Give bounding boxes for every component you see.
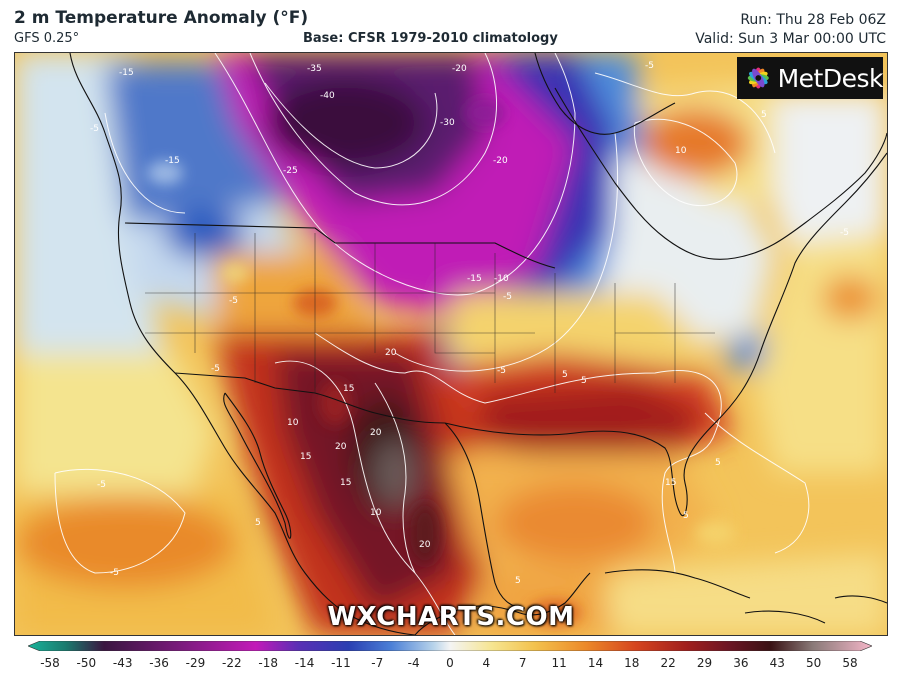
colorbar-tick-label: -36 — [149, 656, 169, 670]
contour-label: -5 — [503, 292, 512, 302]
contour-label: 5 — [761, 110, 767, 120]
contour-label: -5 — [110, 568, 119, 578]
contour-label: 20 — [419, 540, 431, 550]
colorbar-tick-label: -14 — [294, 656, 315, 670]
colorbar-tick-label: 43 — [769, 656, 785, 670]
logo-text: MetDesk — [777, 63, 884, 93]
contour-label: -35 — [307, 64, 322, 74]
model-name: GFS 0.25° — [14, 31, 80, 46]
colorbar-tick-label: 22 — [660, 656, 676, 670]
contour-label: 5 — [255, 518, 261, 528]
valid-time: Valid: Sun 3 Mar 00:00 UTC — [695, 31, 886, 47]
colorbar-tick-label: -7 — [371, 656, 384, 670]
contour-label: -15 — [165, 156, 180, 166]
colorbar-tick-label: -18 — [258, 656, 278, 670]
colorbar-tick-label: 14 — [587, 656, 604, 670]
map-canvas: -15 -40 -35 -20 -5 -15 -25 -30 -20 -15 -… — [15, 53, 887, 635]
logo-flower-icon — [747, 67, 769, 89]
contour-label: 20 — [370, 428, 382, 438]
contour-label: -5 — [840, 228, 849, 238]
colorbar-tick-label: 29 — [696, 656, 713, 670]
contour-label: -40 — [320, 91, 335, 101]
chart-title: 2 m Temperature Anomaly (°F) — [14, 8, 309, 28]
contour-label: -5 — [229, 296, 238, 306]
contour-label: 10 — [675, 146, 687, 156]
metdesk-logo: MetDesk — [737, 57, 884, 99]
contour-label: 10 — [370, 508, 382, 518]
contour-label: 15 — [340, 478, 351, 488]
colorbar-tick-label: -11 — [331, 656, 351, 670]
contour-label: -5 — [90, 124, 99, 134]
contour-label: 5 — [581, 376, 587, 386]
state-borders — [145, 233, 715, 393]
anomaly-detail — [147, 99, 735, 625]
contour-label: 5 — [715, 458, 721, 468]
contour-lines — [54, 53, 810, 635]
colorbar-tick-label: 50 — [805, 656, 822, 670]
colorbar-tick-label: 36 — [733, 656, 749, 670]
contour-label: -5 — [211, 364, 220, 374]
contour-labels: -15 -40 -35 -20 -5 -15 -25 -30 -20 -15 -… — [90, 61, 849, 586]
contour-label: -5 — [645, 61, 654, 71]
contour-label: 10 — [287, 418, 299, 428]
contour-label: -20 — [493, 156, 508, 166]
colorbar-tick-label: 0 — [446, 656, 454, 670]
contour-label: 20 — [335, 442, 347, 452]
contour-label: 20 — [385, 348, 397, 358]
colorbar-tick-label: -29 — [185, 656, 206, 670]
coastlines — [69, 53, 887, 635]
colorbar-tick-label: -50 — [76, 656, 97, 670]
anomaly-map: -15 -40 -35 -20 -5 -15 -25 -30 -20 -15 -… — [14, 52, 888, 636]
contour-label: 15 — [665, 478, 676, 488]
run-time: Run: Thu 28 Feb 06Z — [740, 12, 886, 28]
base-climatology: Base: CFSR 1979-2010 climatology — [303, 31, 558, 46]
colorbar-labels: -58 -50 -43 -36 -29 -22 -18 -14 -11 -7 -4 0 4 7 11 14 18… — [28, 656, 872, 674]
colorbar-tick-label: -43 — [112, 656, 133, 670]
contour-label: -15 — [467, 274, 482, 284]
contour-label: 15 — [300, 452, 311, 462]
contour-label: -20 — [452, 64, 467, 74]
contour-label: -30 — [440, 118, 455, 128]
colorbar — [28, 641, 872, 651]
colorbar-tick-label: -58 — [40, 656, 60, 670]
colorbar-tick-label: 11 — [551, 656, 567, 670]
colorbar-tick-label: 18 — [624, 656, 640, 670]
colorbar-tick-label: 58 — [842, 656, 858, 670]
contour-label: 5 — [683, 511, 689, 521]
contour-label: 5 — [562, 370, 568, 380]
contour-label: -5 — [497, 366, 506, 376]
contour-label: -25 — [283, 166, 298, 176]
contour-label: 5 — [515, 576, 521, 586]
colorbar-tick-label: 7 — [518, 656, 527, 670]
contour-label: -5 — [97, 480, 106, 490]
contour-label: 15 — [343, 384, 354, 394]
colorbar-tick-label: -22 — [222, 656, 242, 670]
watermark: WXCHARTS.COM — [327, 602, 575, 632]
colorbar-ramp — [28, 641, 872, 651]
colorbar-tick-label: -4 — [407, 656, 420, 670]
colorbar-tick-label: 4 — [482, 656, 491, 670]
contour-label: -10 — [494, 274, 509, 284]
contour-label: -15 — [119, 68, 134, 78]
